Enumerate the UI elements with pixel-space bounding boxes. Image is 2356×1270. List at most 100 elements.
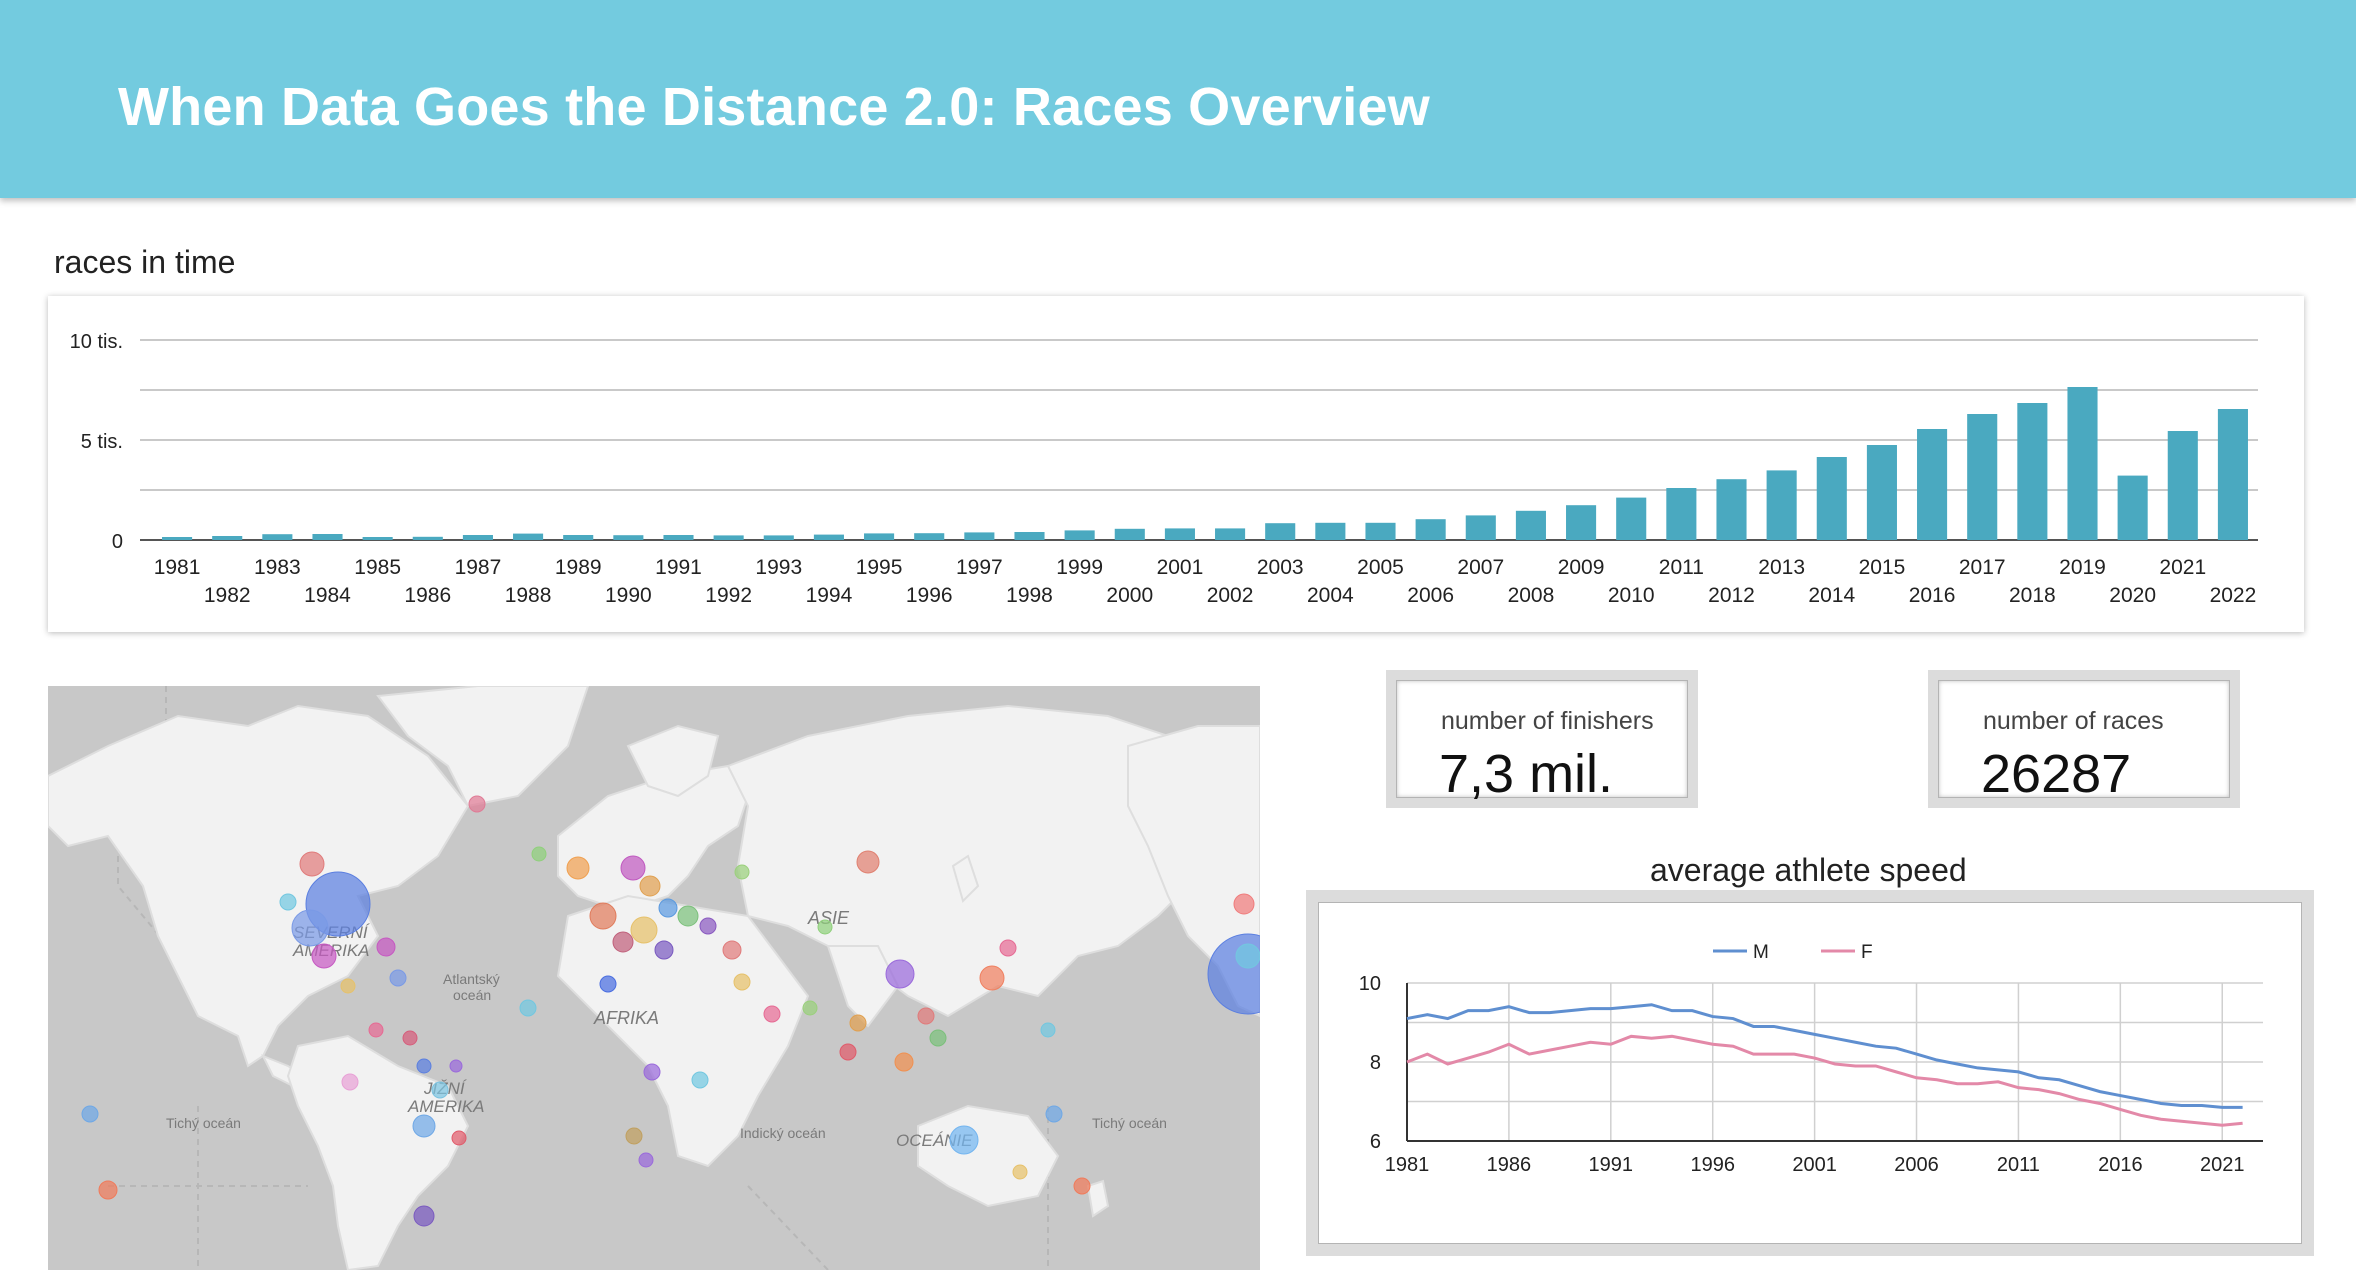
- race-location-bubble[interactable]: [612, 931, 634, 953]
- races-bar-2004[interactable]: [1315, 522, 1346, 540]
- races-bar-1986[interactable]: [412, 536, 443, 540]
- race-location-bubble[interactable]: [1073, 1177, 1091, 1195]
- race-location-bubble[interactable]: [589, 902, 617, 930]
- races-bar-2018[interactable]: [2017, 403, 2048, 540]
- races-bar-1993[interactable]: [763, 535, 794, 540]
- race-location-bubble[interactable]: [1045, 1105, 1063, 1123]
- race-location-bubble[interactable]: [849, 1014, 867, 1032]
- race-location-bubble[interactable]: [431, 1081, 449, 1099]
- races-bar-1995[interactable]: [864, 533, 895, 540]
- races-bar-2015[interactable]: [1866, 445, 1897, 540]
- race-location-bubble[interactable]: [376, 937, 396, 957]
- races-bar-1997[interactable]: [964, 532, 995, 540]
- race-location-bubble[interactable]: [413, 1205, 435, 1227]
- speed-chart-panel[interactable]: 10 8 6 1981 1986 1991 1996 2001 2006 2011 2016 2021…: [1318, 902, 2302, 1244]
- races-bar-2007[interactable]: [1465, 515, 1496, 540]
- races-bar-2009[interactable]: [1566, 505, 1597, 540]
- race-location-bubble[interactable]: [817, 919, 833, 935]
- races-bar-2008[interactable]: [1515, 510, 1546, 540]
- race-location-bubble[interactable]: [311, 943, 337, 969]
- race-location-bubble[interactable]: [733, 973, 751, 991]
- races-bar-2016[interactable]: [1917, 429, 1948, 540]
- races-bar-1983[interactable]: [262, 534, 293, 540]
- race-location-bubble[interactable]: [291, 909, 329, 947]
- races-bar-chart[interactable]: 10 tis.5 tis.019811982198319841985198619…: [48, 296, 2304, 632]
- race-location-bubble[interactable]: [949, 1125, 979, 1155]
- races-bar-1991[interactable]: [663, 535, 694, 540]
- races-bar-1988[interactable]: [513, 533, 544, 540]
- race-location-bubble[interactable]: [654, 940, 674, 960]
- races-map[interactable]: SEVERNÍ AMERIKA JIŽNÍ AMERIKA AFRIKA ASI…: [48, 686, 1260, 1270]
- race-location-bubble[interactable]: [999, 939, 1017, 957]
- race-location-bubble[interactable]: [389, 969, 407, 987]
- races-bar-2005[interactable]: [1365, 522, 1396, 540]
- race-location-bubble[interactable]: [1235, 943, 1260, 969]
- speed-series-M[interactable]: [1406, 1003, 2243, 1109]
- races-bar-2000[interactable]: [1114, 528, 1145, 540]
- race-location-bubble[interactable]: [98, 1180, 118, 1200]
- race-location-bubble[interactable]: [1040, 1022, 1056, 1038]
- race-location-bubble[interactable]: [1233, 893, 1255, 915]
- race-location-bubble[interactable]: [1012, 1164, 1028, 1180]
- races-chart-panel[interactable]: 10 tis. 5 tis. 0 1981 1982 1983 1984 1985 1986 19…: [48, 296, 2304, 632]
- races-bar-2019[interactable]: [2067, 387, 2098, 540]
- race-location-bubble[interactable]: [763, 1005, 781, 1023]
- races-bar-1984[interactable]: [312, 534, 343, 540]
- race-location-bubble[interactable]: [802, 1000, 818, 1016]
- race-location-bubble[interactable]: [894, 1052, 914, 1072]
- race-location-bubble[interactable]: [416, 1058, 432, 1074]
- race-location-bubble[interactable]: [451, 1130, 467, 1146]
- races-bar-1985[interactable]: [362, 537, 393, 540]
- races-bar-2022[interactable]: [2217, 409, 2248, 540]
- race-location-bubble[interactable]: [638, 1152, 654, 1168]
- races-bar-2011[interactable]: [1666, 488, 1697, 540]
- race-location-bubble[interactable]: [449, 1059, 463, 1073]
- race-location-bubble[interactable]: [722, 940, 742, 960]
- races-bar-2014[interactable]: [1816, 457, 1847, 540]
- race-location-bubble[interactable]: [917, 1007, 935, 1025]
- races-bar-2001[interactable]: [1164, 528, 1195, 540]
- races-bar-1999[interactable]: [1064, 530, 1095, 540]
- races-bar-2012[interactable]: [1716, 479, 1747, 540]
- races-bar-2002[interactable]: [1215, 528, 1246, 540]
- race-location-bubble[interactable]: [566, 856, 590, 880]
- races-bar-1994[interactable]: [813, 534, 844, 540]
- race-location-bubble[interactable]: [677, 905, 699, 927]
- races-bar-1989[interactable]: [563, 535, 594, 540]
- races-bar-1981[interactable]: [162, 537, 193, 540]
- race-location-bubble[interactable]: [620, 855, 646, 881]
- race-location-bubble[interactable]: [341, 1073, 359, 1091]
- races-bar-2006[interactable]: [1415, 519, 1446, 540]
- races-bar-2003[interactable]: [1265, 523, 1296, 540]
- world-map[interactable]: SEVERNÍ AMERIKA JIŽNÍ AMERIKA AFRIKA ASI…: [48, 686, 1260, 1270]
- race-location-bubble[interactable]: [531, 846, 547, 862]
- race-location-bubble[interactable]: [856, 850, 880, 874]
- races-bar-1982[interactable]: [212, 536, 243, 540]
- race-location-bubble[interactable]: [691, 1071, 709, 1089]
- races-bar-2013[interactable]: [1766, 470, 1797, 540]
- race-location-bubble[interactable]: [658, 898, 678, 918]
- race-location-bubble[interactable]: [279, 893, 297, 911]
- race-location-bubble[interactable]: [468, 795, 486, 813]
- race-location-bubble[interactable]: [402, 1030, 418, 1046]
- races-bar-2021[interactable]: [2167, 431, 2198, 540]
- race-location-bubble[interactable]: [699, 917, 717, 935]
- race-location-bubble[interactable]: [885, 959, 915, 989]
- race-location-bubble[interactable]: [81, 1105, 99, 1123]
- race-location-bubble[interactable]: [630, 916, 658, 944]
- race-location-bubble[interactable]: [979, 965, 1005, 991]
- race-location-bubble[interactable]: [519, 999, 537, 1017]
- race-location-bubble[interactable]: [929, 1029, 947, 1047]
- races-bar-1987[interactable]: [462, 535, 493, 540]
- race-location-bubble[interactable]: [643, 1063, 661, 1081]
- races-bar-2017[interactable]: [1967, 414, 1998, 540]
- race-location-bubble[interactable]: [839, 1043, 857, 1061]
- race-location-bubble[interactable]: [639, 875, 661, 897]
- race-location-bubble[interactable]: [625, 1127, 643, 1145]
- race-location-bubble[interactable]: [599, 975, 617, 993]
- race-location-bubble[interactable]: [340, 978, 356, 994]
- races-bar-1996[interactable]: [914, 533, 945, 540]
- races-bar-1990[interactable]: [613, 535, 644, 540]
- races-bar-2010[interactable]: [1616, 497, 1647, 540]
